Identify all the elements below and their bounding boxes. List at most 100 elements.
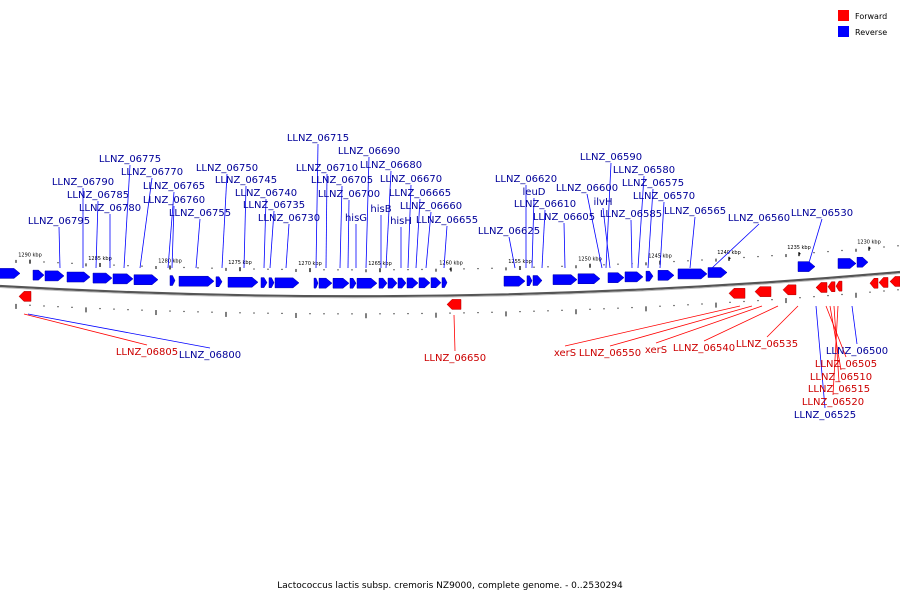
reverse-gene-label[interactable]: LLNZ_06605 [533, 212, 595, 223]
reverse-gene-label[interactable]: LLNZ_06525 [794, 410, 856, 421]
reverse-gene-label[interactable]: LLNZ_06565 [664, 206, 726, 217]
reverse-gene-label[interactable]: LLNZ_06775 [99, 154, 161, 165]
reverse-gene-arrow[interactable] [441, 277, 448, 288]
reverse-gene-label[interactable]: LLNZ_06710 [296, 163, 358, 174]
reverse-gene-label[interactable]: leuD [523, 187, 546, 198]
forward-gene-arrow[interactable] [835, 280, 843, 292]
reverse-gene-arrow[interactable] [178, 275, 215, 287]
reverse-gene-arrow[interactable] [318, 277, 333, 289]
reverse-gene-arrow[interactable] [44, 270, 65, 282]
reverse-gene-arrow[interactable] [0, 268, 21, 279]
reverse-gene-arrow[interactable] [797, 261, 816, 272]
reverse-gene-arrow[interactable] [356, 277, 378, 289]
reverse-gene-label[interactable]: ilvH [594, 197, 613, 208]
reverse-gene-arrow[interactable] [227, 276, 259, 288]
forward-gene-arrow[interactable] [728, 288, 746, 299]
forward-gene-label[interactable]: LLNZ_06805 [116, 347, 178, 358]
reverse-gene-arrow[interactable] [406, 277, 419, 289]
reverse-gene-label[interactable]: LLNZ_06700 [318, 189, 380, 200]
forward-gene-arrow[interactable] [878, 277, 889, 288]
reverse-gene-label[interactable]: hisB [370, 204, 391, 215]
forward-gene-arrow[interactable] [889, 276, 900, 287]
reverse-gene-label[interactable]: LLNZ_06705 [311, 175, 373, 186]
reverse-gene-arrow[interactable] [387, 277, 398, 289]
forward-gene-arrow[interactable] [782, 284, 797, 296]
reverse-gene-arrow[interactable] [430, 277, 442, 288]
reverse-gene-arrow[interactable] [169, 275, 176, 286]
reverse-gene-label[interactable]: LLNZ_06765 [143, 181, 205, 192]
reverse-gene-label[interactable]: LLNZ_06770 [121, 167, 183, 178]
reverse-gene-arrow[interactable] [526, 275, 533, 286]
reverse-gene-label[interactable]: LLNZ_06690 [338, 146, 400, 157]
reverse-gene-label[interactable]: LLNZ_06745 [215, 175, 277, 186]
reverse-gene-label[interactable]: LLNZ_06590 [580, 152, 642, 163]
reverse-gene-label[interactable]: LLNZ_06785 [67, 190, 129, 201]
reverse-gene-arrow[interactable] [856, 256, 869, 268]
reverse-gene-arrow[interactable] [260, 277, 268, 288]
reverse-gene-label[interactable]: hisH [390, 216, 412, 227]
reverse-gene-arrow[interactable] [378, 277, 388, 289]
reverse-gene-arrow[interactable] [268, 277, 275, 288]
reverse-gene-arrow[interactable] [645, 270, 654, 282]
reverse-gene-arrow[interactable] [349, 277, 357, 289]
forward-gene-arrow[interactable] [815, 282, 828, 293]
reverse-gene-arrow[interactable] [215, 276, 223, 287]
reverse-gene-arrow[interactable] [313, 277, 319, 289]
reverse-gene-label[interactable]: LLNZ_06660 [400, 201, 462, 212]
reverse-gene-label[interactable]: LLNZ_06730 [258, 213, 320, 224]
reverse-gene-arrow[interactable] [837, 258, 857, 269]
reverse-gene-arrow[interactable] [552, 274, 578, 285]
reverse-gene-arrow[interactable] [607, 272, 625, 283]
forward-gene-label[interactable]: LLNZ_06650 [424, 353, 486, 364]
reverse-gene-label[interactable]: LLNZ_06665 [389, 188, 451, 199]
reverse-gene-label[interactable]: LLNZ_06600 [556, 183, 618, 194]
forward-gene-label[interactable]: LLNZ_06510 [810, 372, 872, 383]
reverse-gene-label[interactable]: LLNZ_06670 [380, 174, 442, 185]
reverse-gene-arrow[interactable] [624, 271, 644, 283]
reverse-gene-label[interactable]: LLNZ_06735 [243, 200, 305, 211]
reverse-gene-arrow[interactable] [677, 268, 708, 280]
forward-gene-label[interactable]: LLNZ_06520 [802, 397, 864, 408]
forward-gene-label[interactable]: LLNZ_06535 [736, 339, 798, 350]
reverse-gene-label[interactable]: LLNZ_06680 [360, 160, 422, 171]
reverse-gene-arrow[interactable] [418, 277, 431, 289]
reverse-gene-label[interactable]: LLNZ_06500 [826, 346, 888, 357]
reverse-gene-arrow[interactable] [657, 270, 675, 281]
reverse-gene-label[interactable]: LLNZ_06760 [143, 195, 205, 206]
forward-gene-arrow[interactable] [446, 299, 462, 310]
reverse-gene-arrow[interactable] [274, 277, 300, 289]
reverse-gene-label[interactable]: LLNZ_06750 [196, 163, 258, 174]
forward-gene-arrow[interactable] [869, 278, 879, 289]
reverse-gene-label[interactable]: LLNZ_06585 [600, 209, 662, 220]
forward-gene-label[interactable]: LLNZ_06550 [579, 348, 641, 359]
reverse-gene-arrow[interactable] [66, 271, 91, 283]
reverse-gene-arrow[interactable] [332, 277, 350, 289]
reverse-gene-arrow[interactable] [532, 275, 543, 286]
forward-gene-label[interactable]: xerS [645, 345, 667, 356]
forward-gene-label[interactable]: LLNZ_06505 [815, 359, 877, 370]
reverse-gene-label[interactable]: LLNZ_06570 [633, 191, 695, 202]
reverse-gene-label[interactable]: LLNZ_06800 [179, 350, 241, 361]
reverse-gene-arrow[interactable] [112, 273, 134, 285]
reverse-gene-label[interactable]: LLNZ_06580 [613, 165, 675, 176]
reverse-gene-label[interactable]: LLNZ_06755 [169, 208, 231, 219]
reverse-gene-arrow[interactable] [397, 277, 407, 289]
reverse-gene-label[interactable]: LLNZ_06610 [514, 199, 576, 210]
reverse-gene-label[interactable]: LLNZ_06715 [287, 133, 349, 144]
reverse-gene-label[interactable]: hisG [345, 213, 367, 224]
reverse-gene-arrow[interactable] [707, 267, 728, 278]
reverse-gene-label[interactable]: LLNZ_06740 [235, 188, 297, 199]
forward-gene-arrow[interactable] [18, 291, 32, 302]
forward-gene-label[interactable]: LLNZ_06515 [808, 384, 870, 395]
forward-gene-label[interactable]: xerS [554, 348, 576, 359]
reverse-gene-label[interactable]: LLNZ_06795 [28, 216, 90, 227]
reverse-gene-arrow[interactable] [133, 274, 159, 285]
reverse-gene-label[interactable]: LLNZ_06530 [791, 208, 853, 219]
reverse-gene-arrow[interactable] [92, 272, 113, 284]
reverse-gene-label[interactable]: LLNZ_06655 [416, 215, 478, 226]
reverse-gene-label[interactable]: LLNZ_06560 [728, 213, 790, 224]
reverse-gene-label[interactable]: LLNZ_06625 [478, 226, 540, 237]
reverse-gene-label[interactable]: LLNZ_06780 [79, 203, 141, 214]
reverse-gene-label[interactable]: LLNZ_06575 [622, 178, 684, 189]
reverse-gene-label[interactable]: LLNZ_06790 [52, 177, 114, 188]
